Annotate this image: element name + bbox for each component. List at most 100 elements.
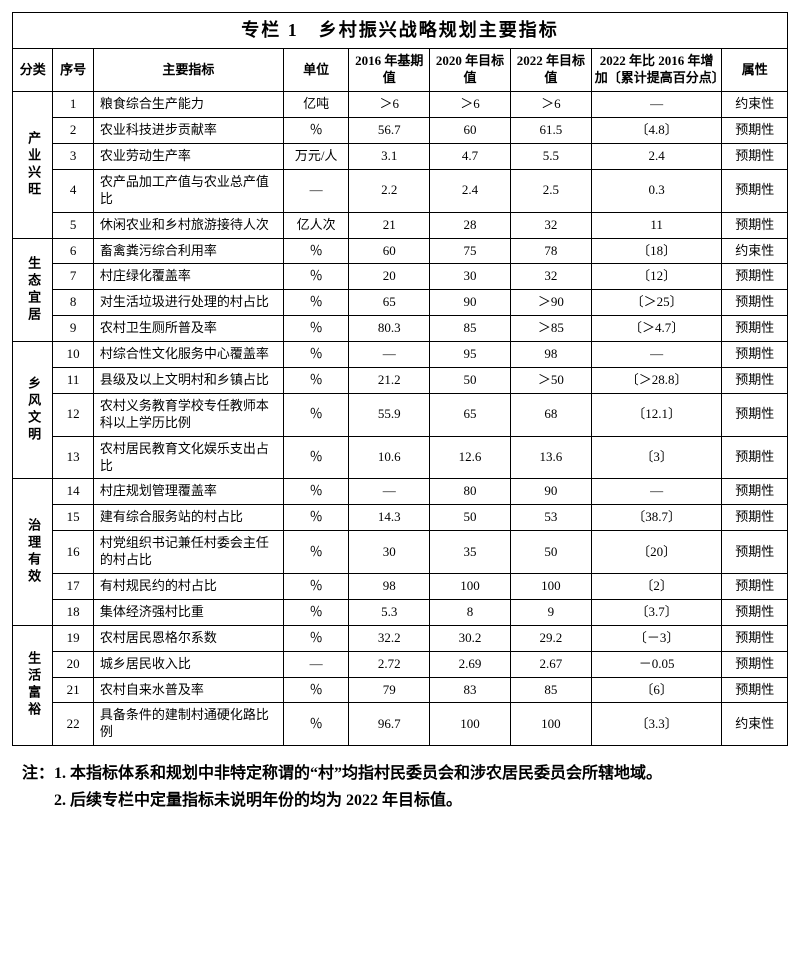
unit-cell: ％ bbox=[283, 118, 348, 144]
indicator-cell: 具备条件的建制村通硬化路比例 bbox=[93, 703, 283, 746]
increase-cell: 〔＞4.7〕 bbox=[591, 316, 722, 342]
v2016-cell: — bbox=[349, 342, 430, 368]
indicator-cell: 村庄绿化覆盖率 bbox=[93, 264, 283, 290]
attr-cell: 预期性 bbox=[722, 264, 788, 290]
v2020-cell: 65 bbox=[430, 393, 511, 436]
unit-cell: — bbox=[283, 651, 348, 677]
seq-cell: 11 bbox=[53, 367, 93, 393]
unit-cell: ％ bbox=[283, 264, 348, 290]
increase-cell: 〔20〕 bbox=[591, 531, 722, 574]
indicator-cell: 村党组织书记兼任村委会主任的村占比 bbox=[93, 531, 283, 574]
v2022-cell: ＞85 bbox=[510, 316, 591, 342]
header-2022: 2022 年目标值 bbox=[510, 49, 591, 92]
unit-cell: ％ bbox=[283, 573, 348, 599]
v2022-cell: 13.6 bbox=[510, 436, 591, 479]
v2020-cell: 12.6 bbox=[430, 436, 511, 479]
indicator-cell: 农业劳动生产率 bbox=[93, 143, 283, 169]
seq-cell: 19 bbox=[53, 625, 93, 651]
v2020-cell: 75 bbox=[430, 238, 511, 264]
v2016-cell: 30 bbox=[349, 531, 430, 574]
v2022-cell: 98 bbox=[510, 342, 591, 368]
indicator-cell: 农村居民教育文化娱乐支出占比 bbox=[93, 436, 283, 479]
header-row: 分类 序号 主要指标 单位 2016 年基期值 2020 年目标值 2022 年… bbox=[13, 49, 788, 92]
seq-cell: 16 bbox=[53, 531, 93, 574]
seq-cell: 10 bbox=[53, 342, 93, 368]
seq-cell: 9 bbox=[53, 316, 93, 342]
v2020-cell: 2.69 bbox=[430, 651, 511, 677]
indicator-cell: 建有综合服务站的村占比 bbox=[93, 505, 283, 531]
title-row: 专栏 1 乡村振兴战略规划主要指标 bbox=[13, 13, 788, 49]
v2020-cell: 95 bbox=[430, 342, 511, 368]
unit-cell: ％ bbox=[283, 531, 348, 574]
seq-cell: 4 bbox=[53, 169, 93, 212]
v2016-cell: 2.2 bbox=[349, 169, 430, 212]
table-row: 12农村义务教育学校专任教师本科以上学历比例％55.96568〔12.1〕预期性 bbox=[13, 393, 788, 436]
v2020-cell: ＞6 bbox=[430, 92, 511, 118]
attr-cell: 预期性 bbox=[722, 573, 788, 599]
v2022-cell: 29.2 bbox=[510, 625, 591, 651]
v2020-cell: 8 bbox=[430, 599, 511, 625]
table-row: 9农村卫生厕所普及率％80.385＞85〔＞4.7〕预期性 bbox=[13, 316, 788, 342]
header-category: 分类 bbox=[13, 49, 53, 92]
seq-cell: 8 bbox=[53, 290, 93, 316]
attr-cell: 预期性 bbox=[722, 342, 788, 368]
attr-cell: 约束性 bbox=[722, 92, 788, 118]
v2016-cell: 65 bbox=[349, 290, 430, 316]
v2016-cell: 96.7 bbox=[349, 703, 430, 746]
increase-cell: — bbox=[591, 92, 722, 118]
indicator-cell: 对生活垃圾进行处理的村占比 bbox=[93, 290, 283, 316]
table-row: 13农村居民教育文化娱乐支出占比％10.612.613.6〔3〕预期性 bbox=[13, 436, 788, 479]
seq-cell: 3 bbox=[53, 143, 93, 169]
notes-label-spacer bbox=[22, 787, 54, 814]
header-increase: 2022 年比 2016 年增加〔累计提高百分点〕 bbox=[591, 49, 722, 92]
table-row: 11县级及以上文明村和乡镇占比％21.250＞50〔＞28.8〕预期性 bbox=[13, 367, 788, 393]
increase-cell: 〔3.3〕 bbox=[591, 703, 722, 746]
unit-cell: ％ bbox=[283, 393, 348, 436]
attr-cell: 预期性 bbox=[722, 625, 788, 651]
table-row: 生活富裕19农村居民恩格尔系数％32.230.229.2〔－3〕预期性 bbox=[13, 625, 788, 651]
unit-cell: ％ bbox=[283, 677, 348, 703]
table-title: 专栏 1 乡村振兴战略规划主要指标 bbox=[13, 13, 788, 49]
unit-cell: ％ bbox=[283, 599, 348, 625]
increase-cell: 〔＞25〕 bbox=[591, 290, 722, 316]
attr-cell: 预期性 bbox=[722, 290, 788, 316]
header-seq: 序号 bbox=[53, 49, 93, 92]
indicator-cell: 农业科技进步贡献率 bbox=[93, 118, 283, 144]
v2020-cell: 100 bbox=[430, 703, 511, 746]
increase-cell: 〔3〕 bbox=[591, 436, 722, 479]
table-row: 22具备条件的建制村通硬化路比例％96.7100100〔3.3〕约束性 bbox=[13, 703, 788, 746]
v2016-cell: 5.3 bbox=[349, 599, 430, 625]
attr-cell: 预期性 bbox=[722, 118, 788, 144]
unit-cell: — bbox=[283, 169, 348, 212]
seq-cell: 14 bbox=[53, 479, 93, 505]
increase-cell: 〔＞28.8〕 bbox=[591, 367, 722, 393]
attr-cell: 约束性 bbox=[722, 238, 788, 264]
v2022-cell: 100 bbox=[510, 573, 591, 599]
increase-cell: 0.3 bbox=[591, 169, 722, 212]
indicator-cell: 县级及以上文明村和乡镇占比 bbox=[93, 367, 283, 393]
table-row: 产业兴旺1粮食综合生产能力亿吨＞6＞6＞6—约束性 bbox=[13, 92, 788, 118]
increase-cell: — bbox=[591, 479, 722, 505]
attr-cell: 预期性 bbox=[722, 367, 788, 393]
seq-cell: 17 bbox=[53, 573, 93, 599]
v2022-cell: 68 bbox=[510, 393, 591, 436]
v2020-cell: 30.2 bbox=[430, 625, 511, 651]
v2022-cell: ＞50 bbox=[510, 367, 591, 393]
attr-cell: 预期性 bbox=[722, 599, 788, 625]
v2020-cell: 2.4 bbox=[430, 169, 511, 212]
seq-cell: 1 bbox=[53, 92, 93, 118]
v2022-cell: 2.5 bbox=[510, 169, 591, 212]
seq-cell: 15 bbox=[53, 505, 93, 531]
v2016-cell: 10.6 bbox=[349, 436, 430, 479]
seq-cell: 12 bbox=[53, 393, 93, 436]
v2020-cell: 30 bbox=[430, 264, 511, 290]
header-2020: 2020 年目标值 bbox=[430, 49, 511, 92]
v2022-cell: 32 bbox=[510, 264, 591, 290]
table-row: 乡风文明10村综合性文化服务中心覆盖率％—9598—预期性 bbox=[13, 342, 788, 368]
v2020-cell: 60 bbox=[430, 118, 511, 144]
header-2016: 2016 年基期值 bbox=[349, 49, 430, 92]
unit-cell: ％ bbox=[283, 342, 348, 368]
v2016-cell: 20 bbox=[349, 264, 430, 290]
header-attr: 属性 bbox=[722, 49, 788, 92]
v2016-cell: 3.1 bbox=[349, 143, 430, 169]
